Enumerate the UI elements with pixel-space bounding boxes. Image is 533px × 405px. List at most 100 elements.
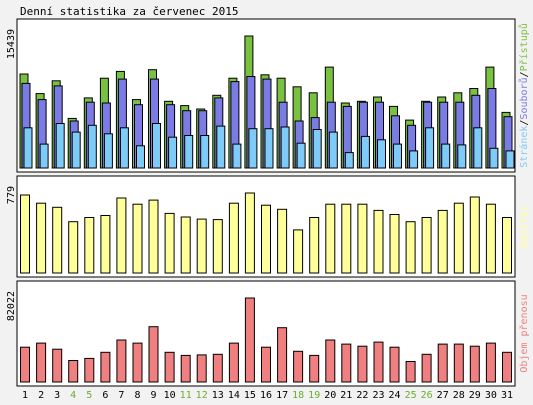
chart-title: Denní statistika za červenec 2015 <box>20 5 239 18</box>
pages-bar <box>360 135 370 169</box>
pages-bar <box>473 127 483 169</box>
pages-bar <box>152 123 161 169</box>
legend-hits: Přístupů <box>518 23 530 71</box>
pages-bar <box>344 152 354 169</box>
pages-bar <box>505 150 515 169</box>
pages-bar <box>280 126 290 169</box>
visits-bar <box>116 197 127 274</box>
legend-separator: / <box>519 71 530 77</box>
visits-bar <box>485 203 496 274</box>
visits-bar <box>502 217 512 274</box>
visits-bar <box>261 204 271 274</box>
x-tick-label: 1 <box>22 390 28 401</box>
x-tick-label: 15 <box>244 390 256 401</box>
kbytes-bar <box>20 346 30 383</box>
x-tick-label: 20 <box>324 390 336 401</box>
kbytes-bar <box>453 343 464 383</box>
pages-bar <box>393 143 402 169</box>
x-tick-label: 25 <box>405 390 417 401</box>
visits-bar <box>341 203 352 274</box>
legend-hits-files-pages: Stránek/Souborů/Přístupů <box>518 23 530 168</box>
pages-bar <box>312 129 322 169</box>
x-tick-label: 4 <box>70 390 76 401</box>
x-tick-label: 10 <box>164 390 176 401</box>
kbytes-bar <box>148 326 159 383</box>
kbytes-bar <box>164 351 175 383</box>
pages-bar <box>457 144 467 169</box>
kbytes-bar <box>341 343 352 383</box>
visits-bar <box>373 209 384 274</box>
kbytes-bar <box>502 351 512 383</box>
x-tick-label: 11 <box>180 390 192 401</box>
x-tick-label: 26 <box>421 390 433 401</box>
x-tick-label: 16 <box>260 390 272 401</box>
pages-bar <box>328 131 338 169</box>
kbytes-bar <box>196 354 207 383</box>
visits-bar <box>244 192 255 274</box>
kbytes-bar <box>277 327 288 383</box>
pages-bar <box>168 136 178 169</box>
legend-pages: Stránek <box>518 126 530 168</box>
pages-bar <box>71 131 81 169</box>
pages-bar <box>216 125 226 169</box>
visits-bar <box>180 216 191 274</box>
visits-bar <box>357 203 368 274</box>
kbytes-bar <box>132 342 143 383</box>
pages-bar <box>296 142 306 169</box>
visits-bar <box>36 202 47 274</box>
visits-bar <box>421 217 432 274</box>
x-tick-label: 2 <box>38 390 44 401</box>
x-tick-label: 9 <box>150 390 156 401</box>
kbytes-bar <box>116 339 127 383</box>
x-tick-label: 12 <box>196 390 208 401</box>
x-tick-label: 3 <box>54 390 60 401</box>
visits-bar <box>437 209 448 274</box>
ymax-label-visits: 779 <box>6 186 17 204</box>
pages-bar <box>232 143 242 169</box>
kbytes-bar <box>373 341 384 383</box>
pages-bar <box>200 135 210 169</box>
x-tick-label: 29 <box>469 390 481 401</box>
kbytes-bar <box>357 345 368 383</box>
ymax-label-kbytes: 82022 <box>6 291 17 321</box>
kbytes-bar <box>100 351 111 383</box>
pages-bar <box>248 128 258 169</box>
kbytes-bar <box>68 360 79 383</box>
pages-bar <box>23 127 33 169</box>
pages-bar <box>103 133 113 169</box>
visits-bar <box>100 215 111 274</box>
kbytes-bar <box>212 353 223 383</box>
x-tick-label: 14 <box>228 390 240 401</box>
pages-bar <box>264 128 274 169</box>
legend-kbytes: Objem přenosu <box>518 294 530 372</box>
kbytes-bar <box>228 342 239 383</box>
x-tick-label: 18 <box>292 390 304 401</box>
visits-bar <box>228 202 239 274</box>
kbytes-bar <box>84 357 95 383</box>
visits-bar <box>132 203 143 274</box>
x-tick-label: 17 <box>276 390 288 401</box>
x-tick-label: 5 <box>86 390 92 401</box>
visits-bar <box>469 196 480 274</box>
visits-bar <box>325 203 336 274</box>
pages-bar <box>55 123 65 169</box>
visits-bar <box>52 206 63 274</box>
x-tick-label: 7 <box>118 390 124 401</box>
x-tick-label: 23 <box>372 390 384 401</box>
pages-bar <box>39 143 49 169</box>
kbytes-bar <box>261 346 271 383</box>
pages-bar <box>377 139 386 169</box>
x-tick-label: 27 <box>437 390 449 401</box>
visits-bar <box>84 217 95 274</box>
kbytes-bar <box>180 354 191 383</box>
pages-bar <box>87 124 97 169</box>
kbytes-bar <box>469 345 480 383</box>
visits-bar <box>309 217 320 274</box>
visits-bar <box>212 219 223 274</box>
visits-bar <box>405 221 416 274</box>
x-tick-label: 6 <box>102 390 108 401</box>
kbytes-bar <box>309 354 320 383</box>
visits-bar <box>277 208 288 274</box>
pages-bar <box>409 150 419 169</box>
legend-files: Souborů <box>518 77 530 119</box>
